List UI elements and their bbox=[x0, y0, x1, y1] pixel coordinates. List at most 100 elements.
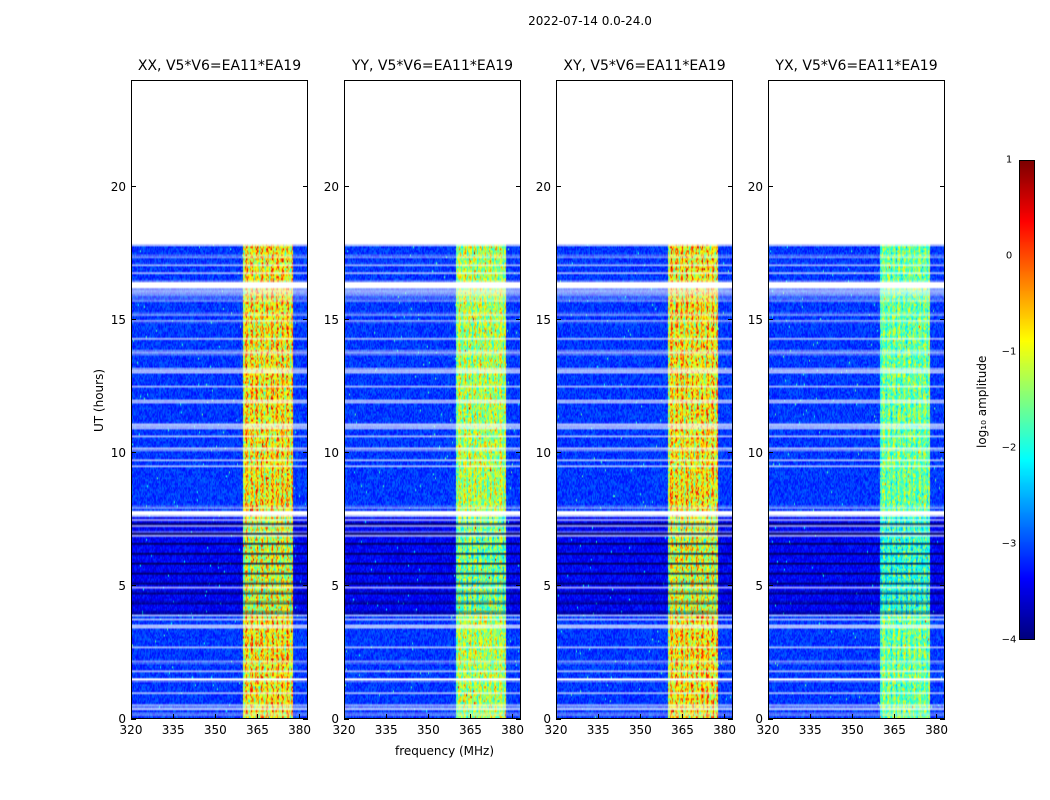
x-tick-mark bbox=[639, 714, 641, 719]
colorbar-label: log₁₀ amplitude bbox=[975, 355, 989, 448]
x-tick-label: 335 bbox=[161, 723, 185, 737]
colorbar-tick-label: −3 bbox=[1001, 538, 1017, 550]
x-tick-mark bbox=[214, 714, 216, 719]
x-tick-mark bbox=[512, 714, 514, 719]
y-tick-mark bbox=[940, 319, 945, 321]
y-tick-mark bbox=[940, 585, 945, 587]
y-tick-mark bbox=[768, 718, 773, 720]
y-tick-label: 0 bbox=[755, 712, 763, 726]
y-tick-mark bbox=[516, 186, 521, 187]
figure-title: 2022-07-14 0.0-24.0 bbox=[528, 14, 652, 28]
y-tick-mark bbox=[303, 718, 308, 720]
x-tick-mark bbox=[427, 714, 429, 719]
x-tick-label: 350 bbox=[203, 723, 227, 737]
colorbar-tick-label: 0 bbox=[1005, 250, 1013, 262]
y-tick-mark bbox=[556, 718, 561, 720]
colorbar-tick-label: −4 bbox=[1001, 634, 1017, 646]
y-tick-label: 20 bbox=[323, 179, 339, 194]
y-tick-mark bbox=[940, 452, 945, 454]
y-tick-label: 5 bbox=[543, 578, 551, 593]
y-tick-mark bbox=[728, 186, 733, 187]
y-tick-mark bbox=[131, 186, 136, 187]
y-tick-mark bbox=[303, 452, 308, 454]
spectrogram-panel bbox=[344, 80, 521, 719]
y-tick-mark bbox=[768, 452, 773, 454]
x-tick-label: 350 bbox=[628, 723, 652, 737]
y-tick-mark bbox=[728, 718, 733, 720]
x-tick-mark bbox=[893, 714, 895, 719]
spectrogram-image bbox=[769, 81, 944, 718]
spectrogram-image bbox=[557, 81, 732, 718]
y-tick-label: 5 bbox=[331, 578, 339, 593]
y-tick-label: 0 bbox=[543, 712, 551, 726]
x-tick-label: 380 bbox=[501, 723, 525, 737]
y-tick-label: 10 bbox=[535, 445, 551, 460]
y-tick-mark bbox=[131, 319, 136, 321]
spectrogram-panel bbox=[556, 80, 733, 719]
x-tick-mark bbox=[597, 714, 599, 719]
x-tick-label: 350 bbox=[840, 723, 864, 737]
y-tick-mark bbox=[728, 585, 733, 587]
x-tick-mark bbox=[809, 714, 811, 719]
x-tick-mark bbox=[469, 714, 471, 719]
y-tick-label: 5 bbox=[755, 578, 763, 593]
x-tick-label: 335 bbox=[798, 723, 822, 737]
colorbar-gradient bbox=[1020, 161, 1034, 639]
spectrogram-image bbox=[345, 81, 520, 718]
y-tick-mark bbox=[344, 585, 349, 587]
y-tick-mark bbox=[344, 718, 349, 720]
x-tick-label: 365 bbox=[245, 723, 269, 737]
colorbar-tick-label: −2 bbox=[1001, 442, 1017, 454]
spectrogram-panel bbox=[131, 80, 308, 719]
y-tick-label: 15 bbox=[747, 312, 763, 327]
y-tick-label: 20 bbox=[747, 179, 763, 194]
y-tick-mark bbox=[303, 585, 308, 587]
y-tick-mark bbox=[556, 585, 561, 587]
y-tick-mark bbox=[728, 319, 733, 321]
y-tick-mark bbox=[131, 452, 136, 454]
panel-title: YY, V5*V6=EA11*EA19 bbox=[351, 58, 514, 74]
colorbar bbox=[1019, 160, 1035, 640]
y-tick-label: 15 bbox=[535, 312, 551, 327]
y-tick-mark bbox=[344, 186, 349, 187]
y-tick-mark bbox=[303, 319, 308, 321]
x-tick-label: 350 bbox=[416, 723, 440, 737]
x-tick-label: 335 bbox=[374, 723, 398, 737]
y-tick-mark bbox=[516, 452, 521, 454]
x-tick-mark bbox=[299, 714, 301, 719]
y-tick-label: 15 bbox=[110, 312, 126, 327]
x-tick-label: 320 bbox=[756, 723, 780, 737]
x-tick-label: 320 bbox=[119, 723, 143, 737]
x-tick-label: 320 bbox=[332, 723, 356, 737]
colorbar-tick-label: 1 bbox=[1005, 154, 1013, 166]
y-tick-label: 10 bbox=[110, 445, 126, 460]
x-tick-mark bbox=[130, 714, 132, 719]
panel-title: XX, V5*V6=EA11*EA19 bbox=[137, 58, 302, 74]
y-tick-label: 20 bbox=[110, 179, 126, 194]
y-tick-mark bbox=[344, 319, 349, 321]
x-tick-mark bbox=[851, 714, 853, 719]
y-tick-mark bbox=[516, 718, 521, 720]
spectrogram-image bbox=[132, 81, 307, 718]
y-tick-mark bbox=[768, 585, 773, 587]
x-tick-mark bbox=[385, 714, 387, 719]
y-tick-mark bbox=[556, 452, 561, 454]
y-axis-label: UT (hours) bbox=[92, 368, 106, 432]
x-tick-mark bbox=[172, 714, 174, 719]
x-tick-mark bbox=[343, 714, 345, 719]
y-tick-label: 5 bbox=[118, 578, 126, 593]
x-tick-label: 380 bbox=[713, 723, 737, 737]
x-tick-mark bbox=[555, 714, 557, 719]
panel-title: XY, V5*V6=EA11*EA19 bbox=[563, 58, 726, 74]
y-tick-mark bbox=[131, 718, 136, 720]
x-tick-mark bbox=[256, 714, 258, 719]
colorbar-tick-label: −1 bbox=[1001, 346, 1017, 358]
y-tick-mark bbox=[344, 452, 349, 454]
y-tick-mark bbox=[940, 718, 945, 720]
x-axis-label: frequency (MHz) bbox=[394, 744, 495, 758]
y-tick-mark bbox=[556, 186, 561, 187]
y-tick-label: 20 bbox=[535, 179, 551, 194]
y-tick-mark bbox=[516, 585, 521, 587]
x-tick-label: 335 bbox=[586, 723, 610, 737]
x-tick-label: 380 bbox=[288, 723, 312, 737]
